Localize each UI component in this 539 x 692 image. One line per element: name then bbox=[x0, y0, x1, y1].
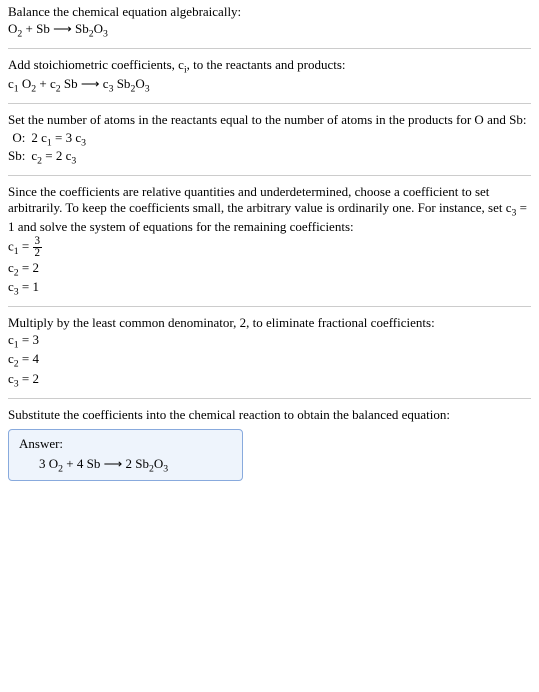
t: Sb bbox=[113, 76, 130, 91]
multiply-intro: Multiply by the least common denominator… bbox=[8, 315, 531, 331]
text: Add stoichiometric coefficients, bbox=[8, 57, 178, 72]
divider bbox=[8, 103, 531, 104]
divider bbox=[8, 398, 531, 399]
c1-final: c1 = 3 bbox=[8, 332, 531, 351]
solve-intro: Since the coefficients are relative quan… bbox=[8, 184, 531, 235]
t: = 2 bbox=[42, 148, 66, 163]
eq: = 4 bbox=[19, 351, 39, 366]
atom-label: Sb: bbox=[8, 148, 31, 167]
eq: = 3 bbox=[19, 332, 39, 347]
answer-box: Answer: 3 O2 + 4 Sb ⟶ 2 Sb2O3 bbox=[8, 429, 243, 482]
t: Since the coefficients are relative quan… bbox=[8, 184, 506, 215]
t: Sb ⟶ bbox=[61, 76, 103, 91]
atom-row-o: O: 2 c1 = 3 c3 bbox=[8, 130, 92, 149]
eq: = 2 bbox=[19, 371, 39, 386]
eq-sub: 3 bbox=[103, 29, 108, 40]
eq: = 1 bbox=[19, 279, 39, 294]
t: 3 O bbox=[39, 456, 58, 471]
result-intro: Substitute the coefficients into the che… bbox=[8, 407, 531, 423]
atom-label: O: bbox=[8, 130, 31, 149]
t: + bbox=[36, 76, 50, 91]
denominator: 2 bbox=[33, 248, 43, 259]
s: 3 bbox=[163, 463, 168, 474]
t: 2 bbox=[31, 130, 41, 145]
t: O bbox=[154, 456, 163, 471]
eq: = 2 bbox=[19, 260, 39, 275]
eq-text: + Sb ⟶ Sb bbox=[22, 21, 88, 36]
section-multiply: Multiply by the least common denominator… bbox=[8, 315, 531, 390]
section-atom-equations: Set the number of atoms in the reactants… bbox=[8, 112, 531, 167]
atom-row-sb: Sb: c2 = 2 c3 bbox=[8, 148, 92, 167]
t: O bbox=[135, 76, 144, 91]
numerator: 3 bbox=[33, 236, 43, 248]
divider bbox=[8, 48, 531, 49]
coeff-intro: Add stoichiometric coefficients, ci, to … bbox=[8, 57, 531, 76]
c3-value: c3 = 1 bbox=[8, 279, 531, 298]
divider bbox=[8, 175, 531, 176]
c3-final: c3 = 2 bbox=[8, 371, 531, 390]
t: = 3 bbox=[52, 130, 76, 145]
t: O bbox=[19, 76, 32, 91]
answer-label: Answer: bbox=[19, 436, 232, 452]
intro-text: Balance the chemical equation algebraica… bbox=[8, 4, 531, 20]
c2-final: c2 = 4 bbox=[8, 351, 531, 370]
fraction: 32 bbox=[33, 236, 43, 259]
divider bbox=[8, 306, 531, 307]
s: 3 bbox=[71, 156, 76, 167]
atom-table: O: 2 c1 = 3 c3 Sb: c2 = 2 c3 bbox=[8, 130, 92, 167]
section-add-coefficients: Add stoichiometric coefficients, ci, to … bbox=[8, 57, 531, 95]
section-result: Substitute the coefficients into the che… bbox=[8, 407, 531, 482]
c1-value: c1 = 32 bbox=[8, 236, 531, 259]
section-balance-intro: Balance the chemical equation algebraica… bbox=[8, 4, 531, 40]
atom-eq: c2 = 2 c3 bbox=[31, 148, 92, 167]
atom-eq: 2 c1 = 3 c3 bbox=[31, 130, 92, 149]
unbalanced-equation: O2 + Sb ⟶ Sb2O3 bbox=[8, 21, 531, 40]
s: 3 bbox=[145, 84, 150, 95]
text: , to the reactants and products: bbox=[187, 57, 346, 72]
s: 3 bbox=[81, 137, 86, 148]
balanced-equation: 3 O2 + 4 Sb ⟶ 2 Sb2O3 bbox=[19, 456, 232, 475]
section-solve: Since the coefficients are relative quan… bbox=[8, 184, 531, 298]
t: + 4 Sb ⟶ 2 Sb bbox=[63, 456, 149, 471]
coeff-equation: c1 O2 + c2 Sb ⟶ c3 Sb2O3 bbox=[8, 76, 531, 95]
atom-intro: Set the number of atoms in the reactants… bbox=[8, 112, 531, 128]
eq: = bbox=[19, 238, 33, 253]
eq-text: O bbox=[8, 21, 17, 36]
eq-text: O bbox=[94, 21, 103, 36]
c2-value: c2 = 2 bbox=[8, 260, 531, 279]
